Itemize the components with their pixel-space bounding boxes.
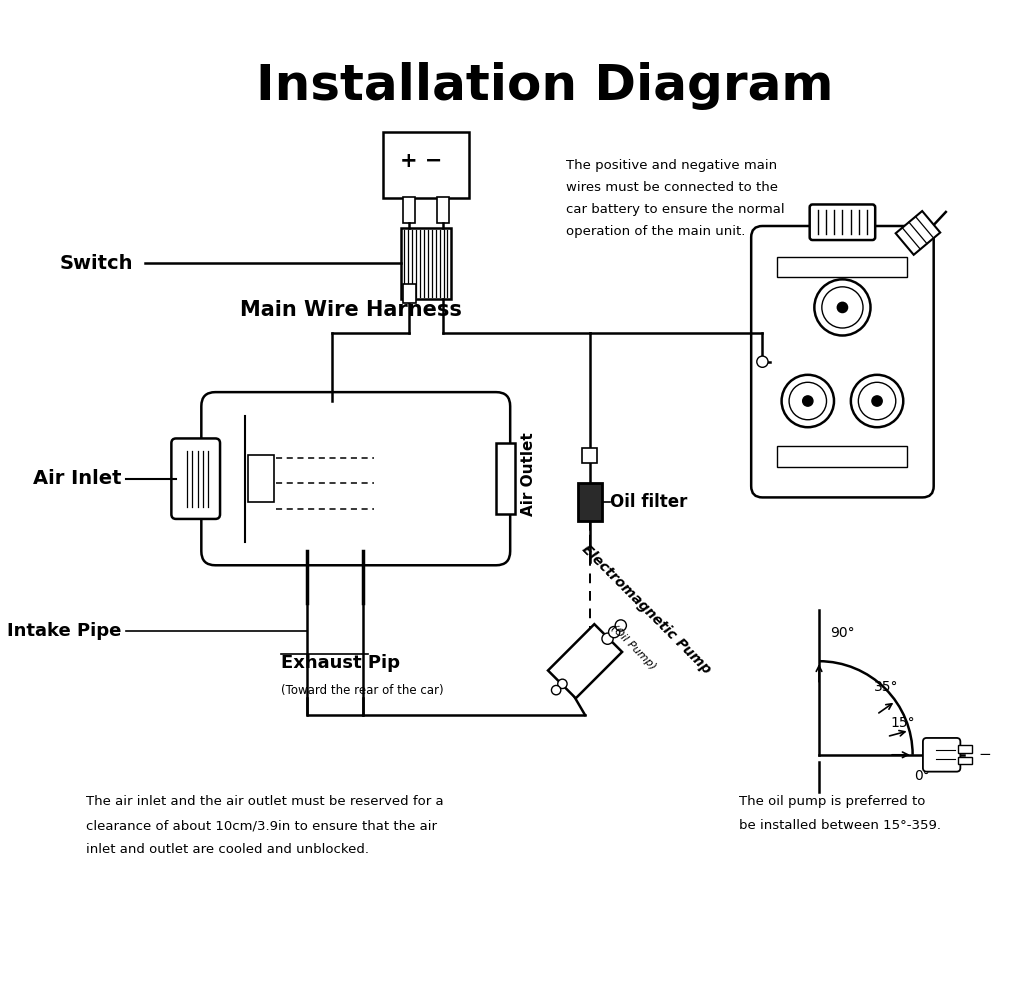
Text: + −: + − [400, 151, 442, 171]
Text: 35°: 35° [874, 681, 898, 695]
Text: Installation Diagram: Installation Diagram [256, 62, 834, 110]
Circle shape [781, 375, 834, 427]
Bar [400, 228, 452, 299]
Text: The oil pump is preferred to
be installed between 15°-359.: The oil pump is preferred to be installe… [739, 796, 941, 832]
Circle shape [838, 302, 848, 312]
Bar [403, 197, 415, 224]
Text: Main Wire Harness: Main Wire Harness [241, 300, 462, 320]
Circle shape [814, 279, 870, 335]
Circle shape [871, 396, 883, 406]
Bar [383, 132, 469, 198]
Bar [436, 197, 449, 224]
Circle shape [851, 375, 903, 427]
Text: 15°: 15° [891, 716, 915, 730]
Circle shape [757, 356, 768, 368]
Circle shape [858, 383, 896, 420]
Text: The air inlet and the air outlet must be reserved for a
clearance of about 10cm/: The air inlet and the air outlet must be… [86, 796, 443, 856]
Text: Air Outlet: Air Outlet [521, 432, 537, 516]
Circle shape [615, 620, 627, 631]
Text: 0°: 0° [914, 768, 930, 782]
Bar [248, 455, 274, 502]
FancyBboxPatch shape [923, 738, 961, 771]
FancyBboxPatch shape [202, 392, 510, 565]
Bar [583, 448, 597, 463]
FancyBboxPatch shape [171, 438, 220, 519]
Bar [402, 285, 416, 303]
Bar [578, 483, 602, 521]
Circle shape [803, 396, 813, 406]
Text: Air Inlet: Air Inlet [33, 469, 122, 488]
Bar [958, 745, 972, 753]
Bar [497, 443, 515, 515]
Bar [777, 257, 907, 278]
Text: Switch: Switch [59, 254, 133, 273]
Circle shape [552, 686, 561, 695]
Circle shape [558, 679, 567, 689]
Bar [958, 756, 972, 764]
FancyBboxPatch shape [752, 226, 934, 497]
Text: −: − [978, 747, 991, 762]
FancyBboxPatch shape [810, 204, 876, 240]
Polygon shape [896, 211, 940, 255]
Text: Electromagnetic Pump: Electromagnetic Pump [579, 543, 713, 677]
Text: Exhaust Pip: Exhaust Pip [281, 655, 400, 673]
Text: (Oil Pump): (Oil Pump) [609, 622, 658, 672]
FancyBboxPatch shape [759, 234, 926, 490]
Bar [777, 446, 907, 466]
Text: (Toward the rear of the car): (Toward the rear of the car) [281, 684, 443, 697]
Text: 90°: 90° [830, 626, 855, 640]
Circle shape [790, 383, 826, 420]
Circle shape [602, 633, 613, 644]
Circle shape [608, 626, 620, 637]
Polygon shape [548, 624, 623, 698]
Text: The positive and negative main
wires must be connected to the
car battery to ens: The positive and negative main wires mus… [566, 159, 785, 238]
Circle shape [822, 287, 863, 328]
Text: Oil filter: Oil filter [610, 493, 688, 512]
Text: Intake Pipe: Intake Pipe [7, 621, 122, 639]
